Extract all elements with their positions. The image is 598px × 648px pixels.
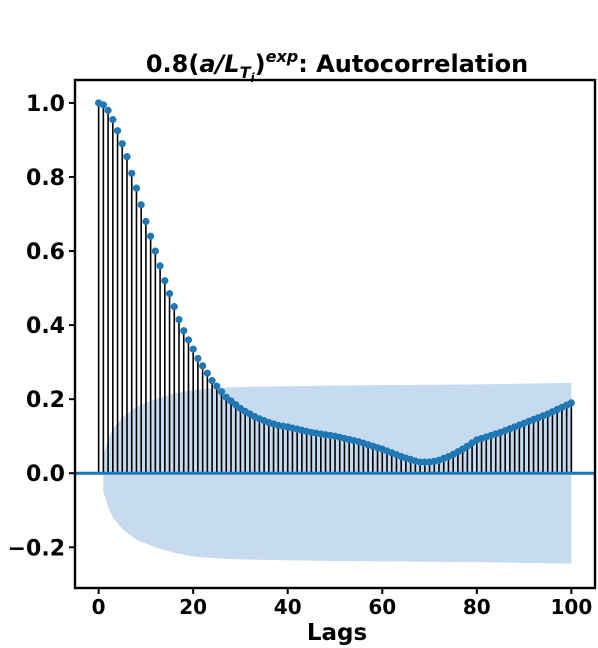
marker (170, 303, 178, 311)
y-tick-label: 0.4 (26, 314, 65, 339)
marker (189, 345, 197, 353)
marker (151, 247, 159, 255)
title-part: 0.8( (146, 50, 199, 78)
title-part: ) (255, 50, 266, 78)
marker (128, 169, 136, 177)
x-axis-label: Lags (307, 620, 367, 646)
marker (123, 153, 131, 161)
marker (567, 399, 575, 407)
marker (147, 232, 155, 240)
marker (113, 127, 122, 135)
title-part: exp (266, 47, 299, 66)
marker (156, 262, 164, 270)
marker (184, 336, 193, 344)
chart-title: 0.8(a/LTi)exp: Autocorrelation (146, 47, 528, 85)
y-tick-label: 0.0 (26, 462, 65, 487)
y-tick-label: 1.0 (26, 92, 65, 117)
x-tick-label: 100 (550, 595, 592, 619)
x-tick-label: 0 (92, 595, 106, 619)
marker (104, 106, 112, 114)
marker (142, 217, 150, 226)
y-tick-label: 0.6 (26, 240, 65, 265)
x-tick-label: 60 (368, 595, 396, 619)
marker (194, 354, 202, 363)
marker (99, 101, 107, 109)
marker (132, 184, 141, 192)
marker (208, 377, 216, 385)
marker (180, 327, 188, 335)
title-part: a/L (199, 50, 239, 78)
marker (161, 277, 169, 285)
y-tick-label: −0.2 (8, 536, 65, 561)
title-part: i (251, 71, 256, 85)
marker (109, 116, 117, 124)
marker (213, 382, 221, 390)
title-part: T (240, 63, 252, 82)
marker (217, 388, 226, 396)
marker (165, 290, 174, 298)
marker (203, 369, 211, 377)
marker (175, 315, 183, 324)
marker (199, 362, 207, 370)
x-tick-label: 40 (274, 595, 302, 619)
plot-frame (73, 78, 597, 590)
y-tick-label: 0.8 (26, 166, 65, 191)
title-part: : Autocorrelation (298, 50, 528, 78)
marker (118, 140, 126, 148)
x-tick-label: 80 (463, 595, 491, 619)
marker (137, 201, 145, 209)
x-tick-label: 20 (179, 595, 207, 619)
y-tick-label: 0.2 (26, 388, 65, 413)
